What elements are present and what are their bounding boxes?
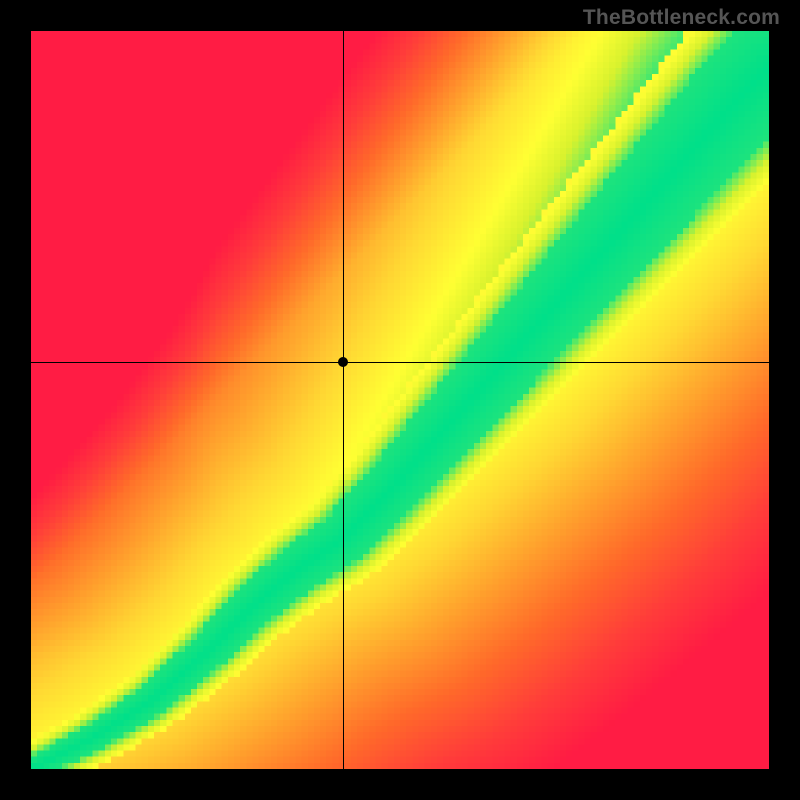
- data-point-marker: [338, 357, 348, 367]
- crosshair-horizontal: [31, 362, 769, 363]
- chart-container: TheBottleneck.com: [0, 0, 800, 800]
- heatmap-canvas: [31, 31, 769, 769]
- watermark-text: TheBottleneck.com: [583, 6, 780, 30]
- crosshair-vertical: [343, 31, 344, 769]
